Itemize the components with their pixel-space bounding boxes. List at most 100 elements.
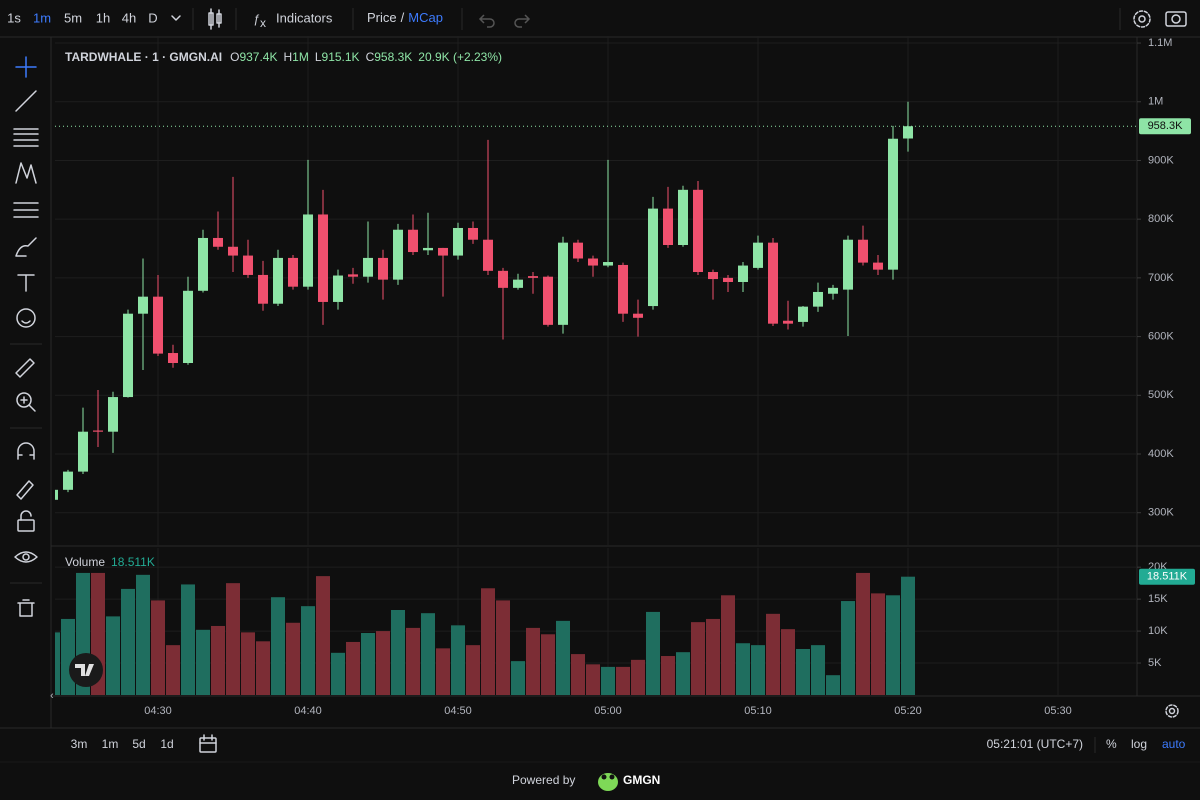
range-button[interactable]: 5d	[132, 737, 145, 751]
ohlc-key: L	[315, 50, 322, 64]
snapshot-button[interactable]	[1165, 11, 1187, 27]
volume-bar	[496, 600, 510, 695]
tradingview-badge[interactable]	[69, 653, 103, 687]
pattern-tool[interactable]	[15, 162, 37, 184]
interval-button[interactable]: 1m	[33, 10, 51, 25]
settings-button-part[interactable]	[1138, 15, 1146, 23]
ohlc-key: H	[284, 50, 293, 64]
candle-body	[333, 275, 343, 302]
visibility-tool[interactable]	[14, 551, 38, 563]
emoji-tool-part[interactable]	[21, 320, 31, 324]
range-button[interactable]: 1m	[102, 737, 119, 751]
axis-settings[interactable]	[1165, 704, 1179, 718]
drawing-mode-tool[interactable]	[16, 480, 34, 500]
candle-body	[453, 227, 463, 256]
candle-body	[55, 489, 58, 500]
trendline-tool-part[interactable]	[15, 90, 37, 112]
remove-tool[interactable]	[17, 599, 35, 617]
range-button[interactable]: 1d	[160, 737, 173, 751]
ohlc-value: 915.1K	[322, 50, 360, 64]
remove-tool-part[interactable]	[17, 599, 35, 617]
scroll-left[interactable]: ‹	[50, 690, 54, 702]
interval-button[interactable]: 4h	[122, 10, 136, 25]
brush-tool-part[interactable]	[15, 237, 37, 257]
volume-bar	[256, 641, 270, 695]
undo-button[interactable]	[478, 14, 495, 28]
tradingview-badge-part[interactable]	[69, 653, 103, 687]
auto-toggle[interactable]: auto	[1162, 737, 1186, 751]
clock[interactable]: 05:21:01 (UTC+7)	[987, 737, 1083, 751]
measure-tool[interactable]	[15, 358, 35, 378]
candle-body	[63, 471, 73, 490]
interval-button[interactable]: 1s	[7, 10, 21, 25]
mcap-option[interactable]: MCap	[408, 10, 443, 25]
y-tick-label: 700K	[1148, 272, 1174, 284]
brush-tool[interactable]	[15, 237, 37, 257]
percent-toggle[interactable]: %	[1106, 737, 1117, 751]
lock-tool-part[interactable]	[17, 519, 35, 532]
y-tick-label: 10K	[1148, 625, 1168, 637]
plot-layer	[55, 101, 1137, 695]
interval-button[interactable]: 1h	[96, 10, 110, 25]
visibility-tool-part[interactable]	[14, 551, 38, 563]
settings-button-part[interactable]	[1133, 10, 1151, 28]
visibility-tool-part[interactable]	[22, 553, 30, 561]
price-toggle[interactable]: Price / MCap	[367, 10, 443, 25]
candle-body	[813, 291, 823, 307]
zoom-tool-part[interactable]	[28, 404, 36, 412]
candle-body	[543, 276, 553, 325]
x-tick-label: 04:50	[444, 705, 472, 717]
trendline-tool[interactable]	[15, 90, 37, 112]
volume-bar	[151, 600, 165, 695]
candle-body	[738, 265, 748, 282]
fib-tool[interactable]	[13, 128, 39, 147]
candle-body	[213, 237, 223, 247]
y-tick-label: 900K	[1148, 154, 1174, 166]
price-option[interactable]: Price	[367, 10, 397, 25]
redo-button[interactable]	[514, 14, 531, 28]
emoji-tool[interactable]	[16, 308, 36, 328]
indicators-icon[interactable]: ƒ	[253, 12, 260, 26]
interval-button[interactable]: 5m	[64, 10, 82, 25]
axis-settings-part[interactable]	[1165, 704, 1179, 718]
candle-body	[318, 214, 328, 302]
forecast-tool[interactable]	[13, 202, 39, 218]
candle-body	[783, 320, 793, 324]
candle-body	[243, 255, 253, 275]
candle-body	[528, 276, 538, 278]
range-button[interactable]: 3m	[71, 737, 88, 751]
drawing-mode-tool-part[interactable]	[16, 480, 34, 500]
tradingview-badge-part[interactable]	[75, 664, 94, 676]
volume-bar	[61, 618, 75, 695]
candle-body	[228, 246, 238, 256]
candle-body	[588, 258, 598, 266]
settings-button[interactable]	[1133, 10, 1151, 28]
zoom-tool[interactable]	[16, 392, 36, 412]
zoom-tool-part[interactable]	[16, 392, 32, 408]
volume-bar	[766, 613, 780, 695]
emoji-tool-part[interactable]	[16, 308, 36, 328]
range-group: 3m 1m 5d 1d	[71, 737, 174, 751]
text-tool-part[interactable]	[17, 274, 35, 292]
date-range-button[interactable]	[199, 734, 217, 753]
candle-body	[723, 277, 733, 282]
snapshot-button-part[interactable]	[1171, 14, 1181, 24]
magnet-tool-part[interactable]	[17, 442, 35, 460]
magnet-tool[interactable]	[17, 442, 35, 460]
interval-button[interactable]: D	[148, 10, 157, 25]
lock-tool-part[interactable]	[20, 510, 32, 521]
axis-settings-part[interactable]	[1168, 707, 1176, 715]
log-toggle[interactable]: log	[1131, 737, 1147, 751]
interval-dropdown[interactable]	[171, 15, 181, 21]
text-tool[interactable]	[17, 274, 35, 292]
lock-tool[interactable]	[17, 510, 35, 532]
chart-type-button[interactable]	[208, 8, 222, 30]
snapshot-button-part[interactable]	[1165, 11, 1187, 27]
indicators-button[interactable]: Indicators	[276, 10, 333, 25]
crosshair-tool[interactable]	[15, 56, 37, 78]
zoom-tool-part[interactable]	[20, 396, 28, 404]
measure-tool-part[interactable]	[15, 358, 35, 378]
pattern-tool-part[interactable]	[15, 162, 37, 184]
date-range-button-part[interactable]	[199, 737, 217, 753]
